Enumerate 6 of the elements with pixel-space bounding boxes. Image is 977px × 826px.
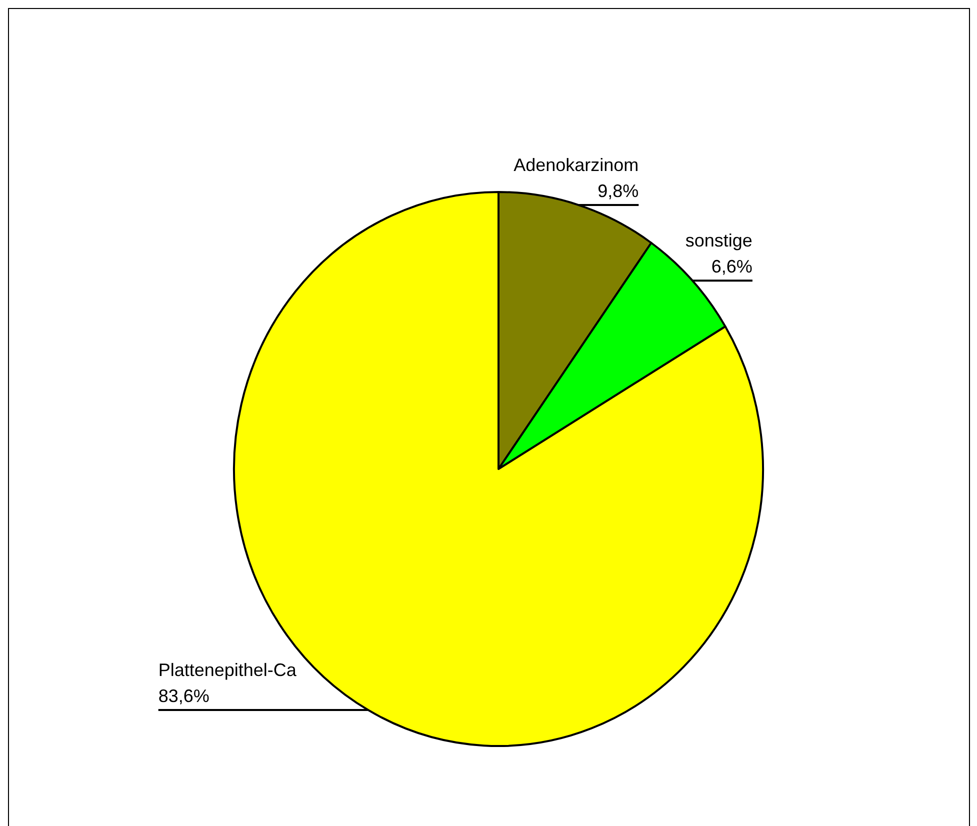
data-label: 6,6% — [711, 256, 752, 277]
data-label: 9,8% — [598, 181, 639, 202]
slice-label: sonstige — [685, 230, 752, 251]
data-label: 83,6% — [158, 686, 210, 706]
slice-label: Adenokarzinom — [514, 155, 639, 176]
slice-label: Plattenepithel-Ca — [158, 660, 298, 680]
